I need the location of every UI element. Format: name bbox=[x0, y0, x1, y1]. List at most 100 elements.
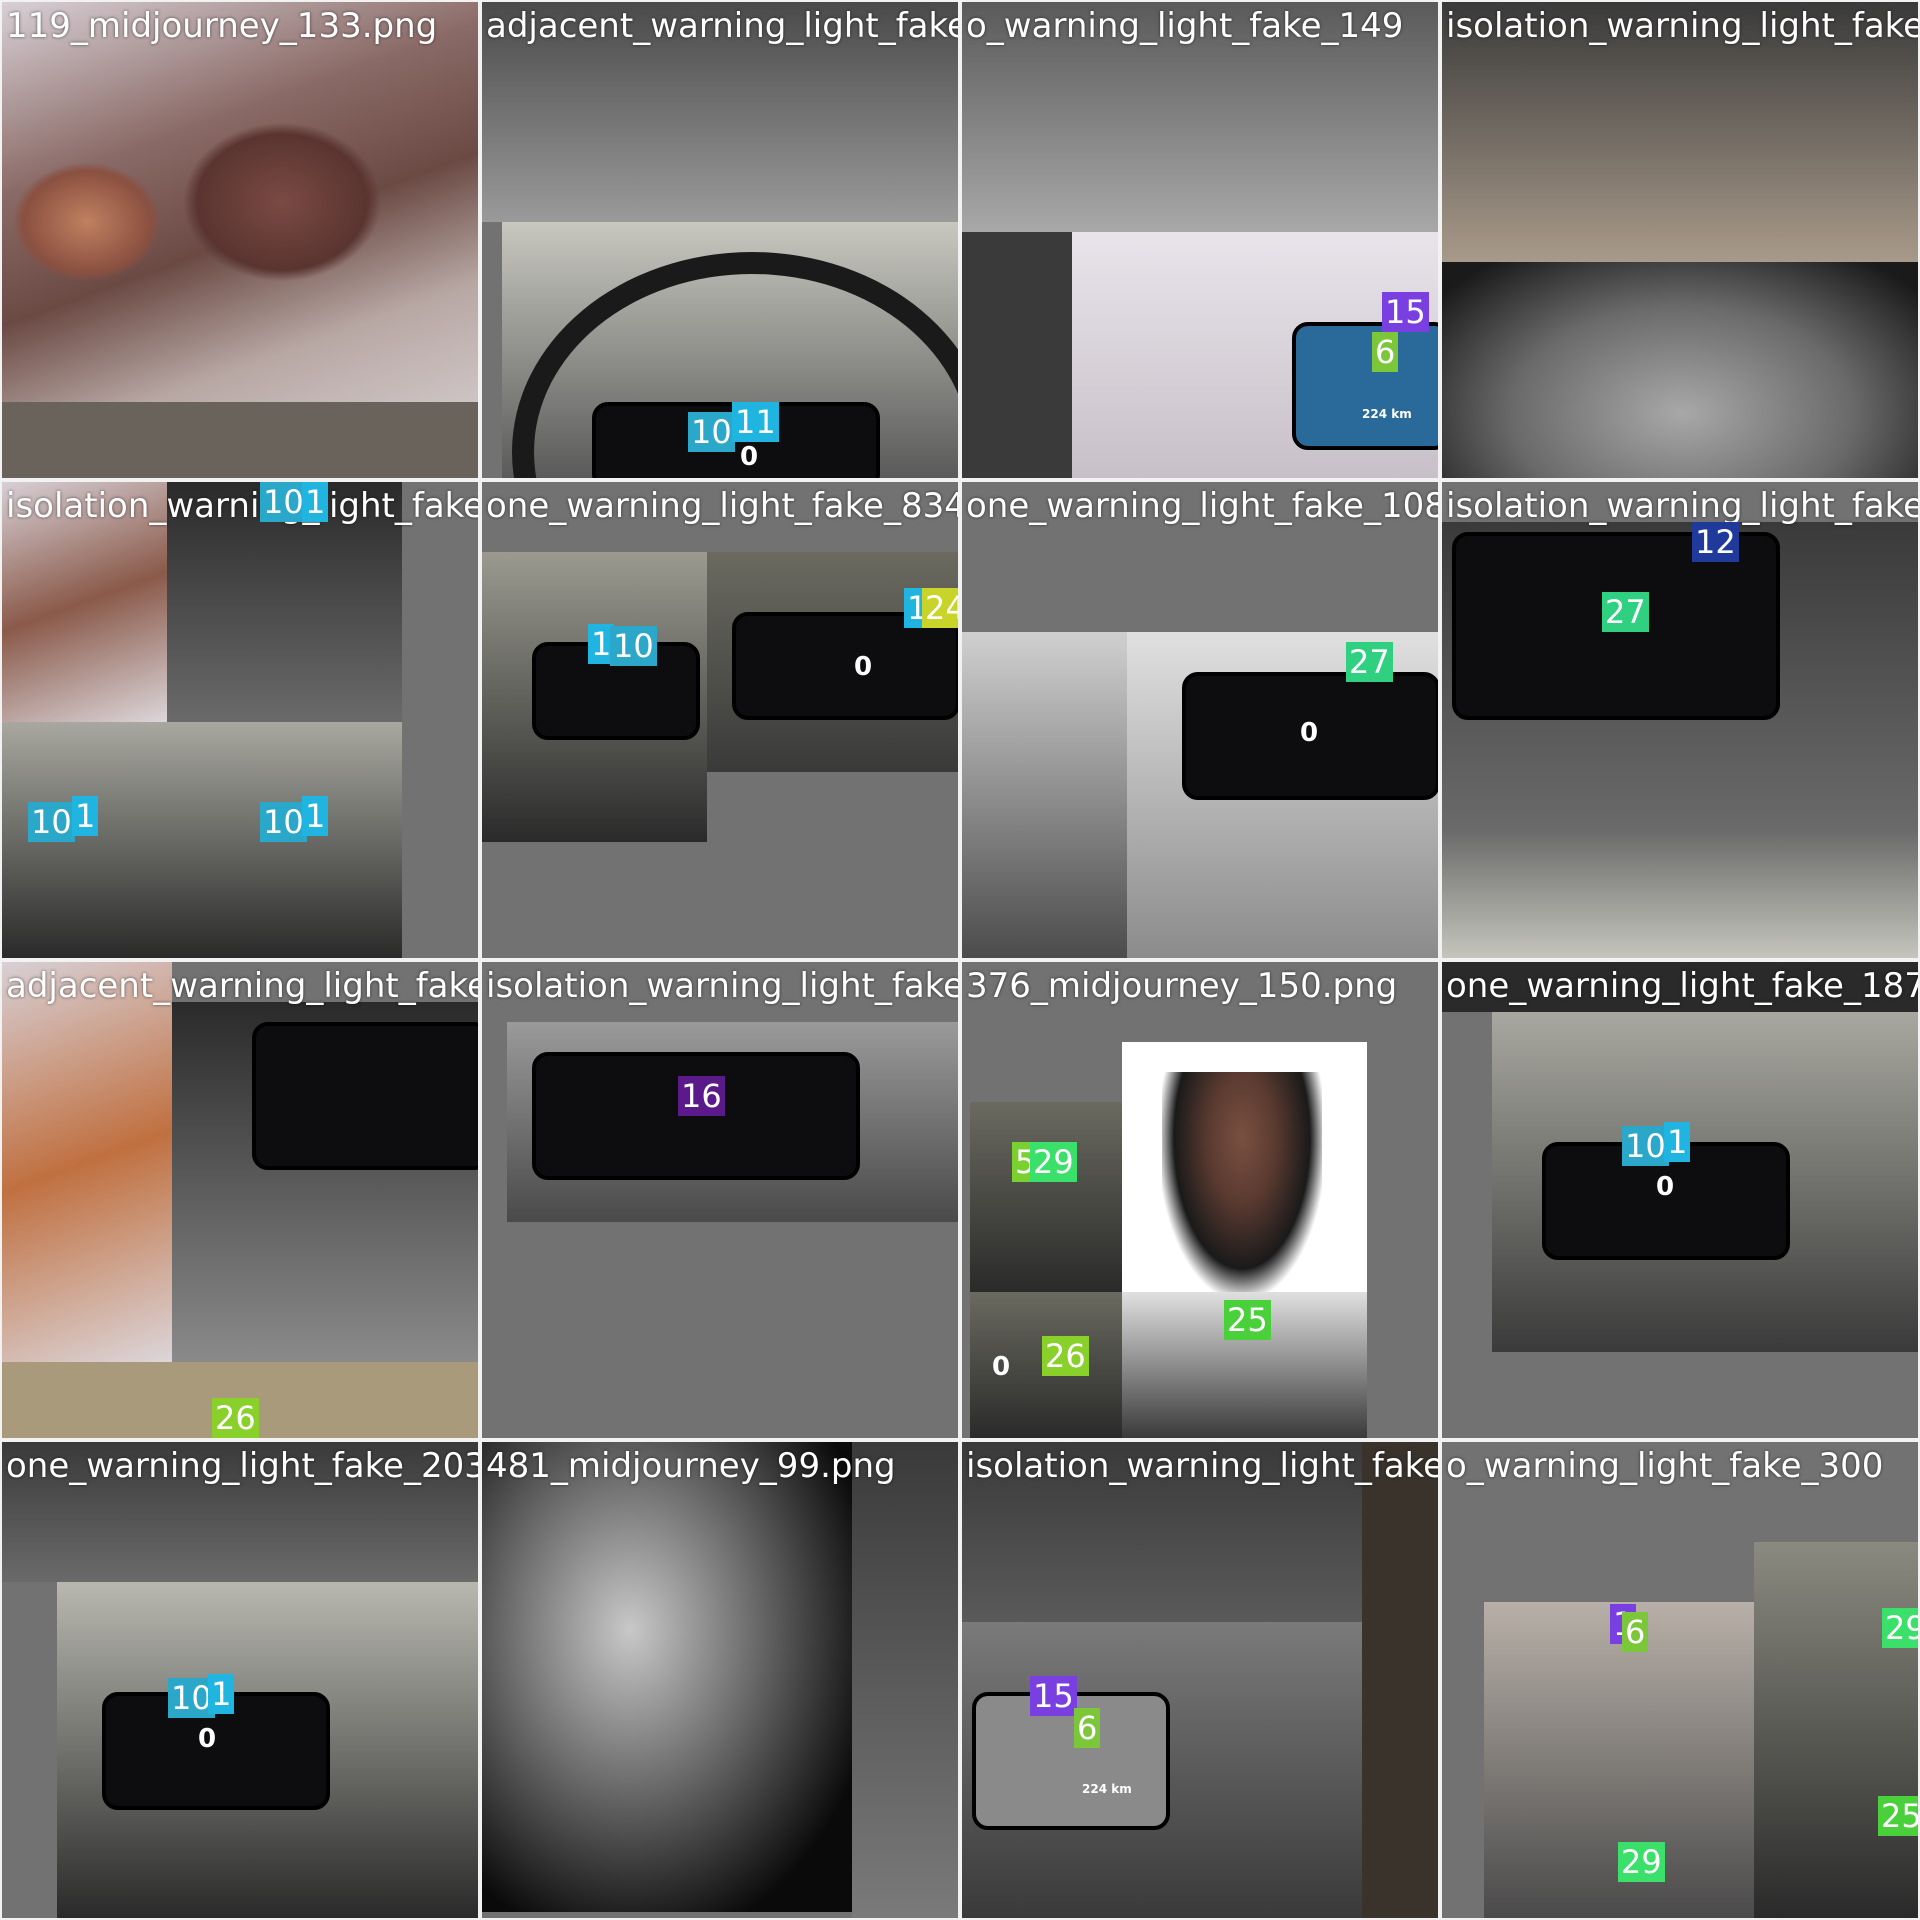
detection-label: 27 bbox=[1602, 592, 1649, 632]
dog-photo bbox=[482, 1442, 852, 1912]
dash-photo bbox=[482, 2, 958, 222]
portrait-person bbox=[1162, 1072, 1322, 1292]
dash-photo bbox=[852, 1442, 958, 1918]
dash-photo bbox=[962, 232, 1072, 478]
mosaic-tile: 0 10 11 adjacent_warning_light_fake bbox=[480, 0, 960, 480]
detection-label: 11 bbox=[732, 402, 779, 442]
mosaic-tile: 0 5 29 26 25 376_midjourney_150.png bbox=[960, 960, 1440, 1440]
tile-title: 481_midjourney_99.png bbox=[486, 1446, 896, 1486]
tile-title: one_warning_light_fake_834 bbox=[486, 486, 960, 526]
speed-readout: 0 bbox=[740, 442, 759, 472]
detection-label: 26 bbox=[212, 1398, 259, 1438]
dash-photo bbox=[970, 1102, 1122, 1292]
tile-title: adjacent_warning_light_fake bbox=[6, 966, 480, 1006]
tile-title: o_warning_light_fake_300 bbox=[1446, 1446, 1884, 1486]
detection-label: 25 bbox=[1224, 1300, 1271, 1340]
tile-title: isolation_warning_light_fake bbox=[966, 1446, 1440, 1486]
detection-label: 10 bbox=[260, 482, 307, 522]
instrument-screen bbox=[1452, 532, 1780, 720]
mosaic-tile: 119_midjourney_133.png bbox=[0, 0, 480, 480]
crab-photo bbox=[2, 962, 172, 1362]
dash-photo bbox=[962, 632, 1127, 958]
detection-label: 1 bbox=[72, 796, 99, 836]
dash-photo bbox=[167, 482, 402, 722]
mosaic-tile: isolation_warning_light_fake bbox=[1440, 0, 1920, 480]
dash-photo bbox=[2, 1442, 478, 1582]
mosaic-tile: 0 16 isolation_warning_light_fake_347 bbox=[480, 960, 960, 1440]
detection-label: 10 bbox=[1622, 1126, 1669, 1166]
mosaic-tile: 224 km 15 6 isolation_warning_light_fake bbox=[960, 1440, 1440, 1920]
tile-title: isolation_warning_light_fake bbox=[1446, 6, 1920, 46]
dash-photo bbox=[1442, 962, 1918, 1012]
tile-title: adjacent_warning_light_fake bbox=[486, 6, 960, 46]
tile-title: one_warning_light_fake_108 bbox=[966, 486, 1440, 526]
detection-label: 6 bbox=[1372, 332, 1399, 372]
dash-photo bbox=[1362, 1442, 1438, 1918]
dash-photo bbox=[962, 2, 1438, 232]
detection-label: 10 bbox=[688, 412, 735, 452]
speed-readout: 0 bbox=[1300, 718, 1319, 748]
detection-label: 10 bbox=[610, 626, 657, 666]
tile-title: one_warning_light_fake_187 bbox=[1446, 966, 1920, 1006]
detection-label: 26 bbox=[1042, 1336, 1089, 1376]
detection-label: 6 bbox=[1074, 1708, 1101, 1748]
mosaic-tile: 224 km 15 6 o_warning_light_fake_149 bbox=[960, 0, 1440, 480]
tile-title: o_warning_light_fake_149 bbox=[966, 6, 1404, 46]
crab-shape bbox=[12, 162, 162, 282]
tile-title: 119_midjourney_133.png bbox=[6, 6, 438, 46]
tile-title: one_warning_light_fake_203 bbox=[6, 1446, 480, 1486]
mosaic-tile: 0 10 1 one_warning_light_fake_187 bbox=[1440, 960, 1920, 1440]
detection-label: 10 bbox=[28, 802, 75, 842]
tile-title: 376_midjourney_150.png bbox=[966, 966, 1398, 1006]
detection-label: 10 bbox=[168, 1678, 215, 1718]
detection-label: 10 bbox=[260, 802, 307, 842]
mosaic-tile: 0 1 10 1 24 one_warning_light_fake_834 bbox=[480, 480, 960, 960]
detection-label: 6 bbox=[1622, 1612, 1649, 1652]
detection-label: 15 bbox=[1030, 1676, 1077, 1716]
crab-photo bbox=[2, 482, 167, 722]
speed-readout: 0 bbox=[1656, 1172, 1675, 1202]
detection-label: 1 bbox=[302, 796, 329, 836]
speed-readout: 0 bbox=[198, 1724, 217, 1754]
detection-label: 24 bbox=[922, 588, 958, 628]
detection-label: 29 bbox=[1030, 1142, 1077, 1182]
tile-title: isolation_warning_light_fake_347 bbox=[486, 966, 960, 1006]
dog-photo bbox=[1442, 262, 1918, 478]
instrument-screen bbox=[532, 1052, 860, 1180]
dash-photo bbox=[962, 1442, 1362, 1622]
mosaic-tile: 0 10 1 one_warning_light_fake_203 bbox=[0, 1440, 480, 1920]
instrument-screen bbox=[1292, 322, 1438, 450]
dash-photo bbox=[1754, 1542, 1918, 1918]
detection-label: 29 bbox=[1882, 1608, 1918, 1648]
detection-label: 1 bbox=[208, 1674, 235, 1714]
speed-readout: 224 km bbox=[1362, 407, 1412, 421]
dash-photo bbox=[2, 722, 167, 958]
detection-label: 1 bbox=[302, 482, 329, 522]
mosaic-tile: 1 6 29 29 25 o_warning_light_fake_300 bbox=[1440, 1440, 1920, 1920]
instrument-screen bbox=[732, 612, 958, 720]
tile-title: isolation_warning_light_fake_4149.jpg bbox=[6, 486, 478, 526]
mosaic-tile: 26 adjacent_warning_light_fake bbox=[0, 960, 480, 1440]
detection-label: 12 bbox=[1692, 522, 1739, 562]
rock-strip bbox=[2, 402, 478, 478]
mosaic-tile: 12 27 isolation_warning_light_fake bbox=[1440, 480, 1920, 960]
detection-label: 25 bbox=[1878, 1796, 1918, 1836]
detection-label: 27 bbox=[1346, 642, 1393, 682]
detection-label: 1 bbox=[1664, 1122, 1691, 1162]
mosaic-tile: 10 1 10 1 10 1 isolation_warning_light_f… bbox=[0, 480, 480, 960]
instrument-screen bbox=[252, 1022, 478, 1170]
detection-label: 16 bbox=[678, 1076, 725, 1116]
mosaic-tile: 481_midjourney_99.png bbox=[480, 1440, 960, 1920]
speed-readout: 224 km bbox=[1082, 1782, 1132, 1796]
dash-photo bbox=[1442, 2, 1918, 262]
speed-readout: 0 bbox=[992, 1352, 1011, 1382]
tile-title: isolation_warning_light_fake bbox=[1446, 486, 1920, 526]
speed-readout: 0 bbox=[854, 652, 873, 682]
crab-shape bbox=[182, 122, 382, 282]
detection-label: 29 bbox=[1618, 1842, 1665, 1882]
instrument-screen bbox=[1182, 672, 1438, 800]
detection-label: 1 bbox=[588, 624, 615, 664]
mosaic-tile: 0 27 one_warning_light_fake_108 bbox=[960, 480, 1440, 960]
detection-label: 15 bbox=[1382, 292, 1429, 332]
